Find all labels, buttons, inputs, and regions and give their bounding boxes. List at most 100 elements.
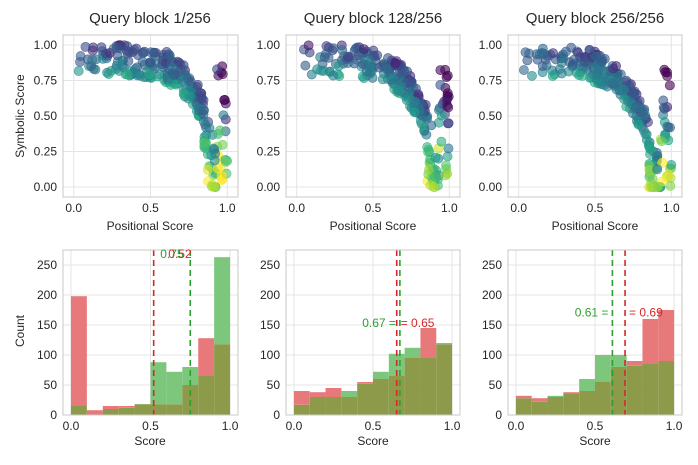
- scatter-point: [442, 70, 453, 81]
- scatter-point: [218, 110, 229, 121]
- scatter-point: [404, 76, 415, 87]
- scatter-point: [103, 69, 114, 79]
- panel-1-title: Query block 1/256: [89, 10, 211, 27]
- y-tick-label: 0: [273, 408, 280, 422]
- hist-bar-positional: [579, 379, 595, 391]
- top-ylabel: Symbolic Score: [13, 74, 27, 158]
- hist-panel-frame: [507, 249, 683, 416]
- x-tick-label: 0.0: [286, 419, 303, 433]
- scatter-panel-frame: [507, 34, 683, 198]
- scatter-point: [631, 102, 641, 113]
- scatter-point: [422, 142, 433, 152]
- hist-bar-symbolic: [531, 398, 548, 402]
- scatter-point: [216, 170, 227, 181]
- y-tick-label: 50: [489, 378, 503, 392]
- scatter-point: [519, 65, 529, 75]
- hist-bar-overlap: [404, 358, 421, 415]
- scatter-point: [401, 95, 412, 105]
- y-tick-label: 0: [495, 408, 502, 422]
- scatter-point: [174, 57, 184, 68]
- scatter-point: [527, 70, 537, 81]
- x-tick-label: 1.0: [444, 419, 461, 433]
- scatter-point: [219, 95, 230, 105]
- hist-bar-overlap: [515, 398, 532, 415]
- hist-bar-symbolic: [357, 382, 373, 384]
- y-tick-label: 0.75: [257, 73, 281, 87]
- x-tick-label: 0.0: [63, 419, 80, 433]
- scatter-point: [104, 48, 115, 58]
- scatter-point: [409, 107, 420, 118]
- y-tick-label: 100: [37, 348, 57, 362]
- mean-label-symbolic: = 0.65: [401, 316, 435, 330]
- scatter-point: [561, 46, 571, 57]
- scatter-point: [144, 69, 155, 80]
- scatter-point: [640, 129, 651, 140]
- x-tick-label: 0.0: [510, 201, 527, 215]
- hist-bar-overlap: [118, 407, 135, 415]
- scatter-point: [547, 71, 558, 81]
- scatter-point: [618, 84, 629, 95]
- frame-layer: [62, 34, 683, 416]
- scatter-point: [442, 100, 453, 111]
- hist-bar-positional: [595, 355, 611, 382]
- hist-bar-symbolic: [102, 406, 119, 409]
- mean-label-positional: 0.67 =: [362, 316, 396, 330]
- scatter-point: [665, 180, 676, 191]
- scatter-point: [328, 70, 339, 81]
- scatter-point: [337, 45, 348, 56]
- scatter-point: [423, 165, 434, 175]
- hist-bar-overlap: [166, 404, 183, 415]
- hist-bar-overlap: [134, 404, 151, 415]
- hist-bar-overlap: [70, 406, 87, 415]
- x-tick-label: 0.5: [365, 201, 382, 215]
- scatter-point: [619, 94, 629, 104]
- scatter-point: [522, 55, 533, 66]
- scatter-panel-frame: [62, 34, 239, 198]
- y-tick-label: 0.00: [257, 180, 281, 194]
- scatter-point: [564, 57, 575, 68]
- y-tick-label: 150: [260, 318, 280, 332]
- y-tick-label: 50: [267, 378, 281, 392]
- scatter-point: [548, 48, 558, 59]
- panel-3-xlabel: Positional Score: [552, 219, 639, 233]
- x-tick-label: 0.5: [365, 419, 382, 433]
- y-tick-label: 250: [37, 258, 57, 272]
- bottom-ylabel: Count: [13, 314, 27, 347]
- scatter-point: [135, 70, 146, 81]
- y-tick-label: 1.00: [257, 38, 281, 52]
- scatter-point: [164, 50, 175, 61]
- x-tick-label: 0.0: [65, 201, 82, 215]
- scatter-point: [421, 129, 432, 140]
- y-tick-label: 0.50: [479, 109, 503, 123]
- hist-bar-positional: [404, 347, 421, 358]
- scatter-point: [664, 80, 675, 91]
- hist-bar-symbolic: [325, 388, 342, 397]
- scatter-point: [215, 125, 225, 136]
- scatter-point: [435, 79, 446, 90]
- scatter-point: [658, 102, 669, 113]
- hist-bar-overlap: [642, 364, 659, 415]
- scatter-point: [87, 54, 98, 65]
- scatter-point: [409, 96, 420, 107]
- scatter-point: [520, 47, 531, 58]
- hist-bar-positional: [341, 391, 358, 397]
- scatter-point: [430, 152, 441, 163]
- scatter-point: [319, 52, 330, 63]
- scatter-point: [541, 60, 552, 71]
- y-tick-label: 250: [482, 258, 502, 272]
- x-tick-label: 1.0: [441, 201, 458, 215]
- hist-bar-overlap: [293, 404, 310, 415]
- hist-bar-overlap: [102, 409, 119, 415]
- y-tick-label: 0.00: [479, 180, 503, 194]
- hist-bar-overlap: [325, 397, 342, 415]
- scatter-point: [217, 139, 228, 150]
- scatter-point: [443, 143, 454, 154]
- hist-bar-overlap: [563, 394, 580, 415]
- scatter-point: [436, 110, 447, 121]
- hist-bar-symbolic: [309, 392, 326, 397]
- hist-bar-overlap: [357, 383, 373, 415]
- y-tick-label: 0.25: [257, 145, 281, 159]
- mean-label-positional: 0.75: [160, 247, 184, 261]
- scatter-point: [666, 160, 677, 170]
- x-tick-label: 0.5: [587, 201, 604, 215]
